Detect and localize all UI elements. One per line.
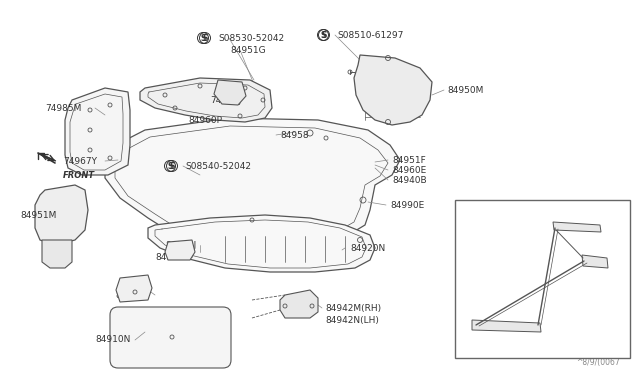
Text: 84940B: 84940B: [392, 176, 427, 185]
Text: 84951M: 84951M: [20, 211, 56, 219]
Polygon shape: [140, 78, 272, 122]
Text: ^8/9/(0067: ^8/9/(0067: [576, 357, 620, 366]
Polygon shape: [116, 275, 152, 302]
Text: S: S: [202, 33, 208, 42]
Text: 84960P: 84960P: [188, 115, 222, 125]
Text: 84992M: 84992M: [155, 253, 191, 262]
Text: 74985M: 74985M: [45, 103, 81, 112]
Polygon shape: [582, 255, 608, 268]
Text: 74967J: 74967J: [210, 96, 241, 105]
Text: S08510-61297: S08510-61297: [337, 31, 403, 39]
Text: S: S: [170, 161, 175, 170]
Polygon shape: [472, 320, 541, 332]
Text: 84950M: 84950M: [447, 86, 483, 94]
Polygon shape: [105, 118, 400, 252]
Text: S: S: [320, 31, 326, 39]
Text: 84935: 84935: [577, 219, 605, 228]
Text: OP: (FOR SUNROOF): OP: (FOR SUNROOF): [469, 203, 560, 212]
Text: S: S: [321, 31, 326, 39]
Text: S: S: [200, 33, 205, 42]
Polygon shape: [148, 215, 375, 272]
Text: S08530-52042: S08530-52042: [218, 33, 284, 42]
Polygon shape: [553, 222, 601, 232]
Text: 84910N: 84910N: [95, 336, 131, 344]
Polygon shape: [354, 55, 432, 125]
Text: 84951F: 84951F: [392, 155, 426, 164]
Text: 84990E: 84990E: [390, 201, 424, 209]
Text: 84992E: 84992E: [115, 291, 149, 299]
Text: 84942M(RH): 84942M(RH): [325, 304, 381, 312]
Text: 84942N(LH): 84942N(LH): [325, 315, 379, 324]
FancyBboxPatch shape: [110, 307, 231, 368]
Text: 84958: 84958: [280, 131, 308, 140]
Text: 74967Y: 74967Y: [63, 157, 97, 166]
Text: 84920N: 84920N: [350, 244, 385, 253]
Text: 84942: 84942: [590, 263, 618, 273]
Text: S: S: [167, 161, 173, 170]
Polygon shape: [65, 88, 130, 175]
Text: 84936: 84936: [520, 330, 548, 340]
Text: 84960J: 84960J: [165, 241, 196, 250]
Polygon shape: [42, 240, 72, 268]
Text: 84960E: 84960E: [392, 166, 426, 174]
Text: FRONT: FRONT: [63, 170, 95, 180]
Text: 84951G: 84951G: [230, 45, 266, 55]
Bar: [455, 200, 630, 358]
Polygon shape: [165, 240, 195, 260]
Polygon shape: [214, 80, 246, 105]
Polygon shape: [35, 185, 88, 245]
Polygon shape: [280, 290, 318, 318]
Text: S08540-52042: S08540-52042: [185, 161, 251, 170]
